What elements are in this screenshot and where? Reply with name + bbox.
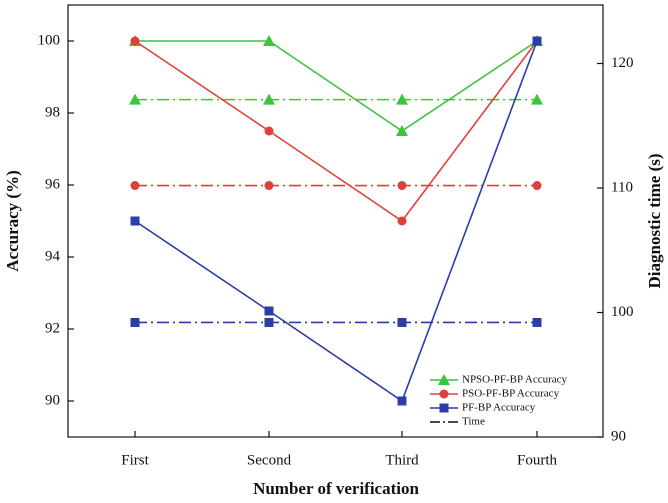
legend-label: PSO-PF-BP Accuracy bbox=[462, 388, 560, 400]
time-marker bbox=[130, 317, 140, 327]
legend-swatch-marker bbox=[439, 389, 449, 399]
y-tick-label: 96 bbox=[45, 176, 61, 192]
y2-tick-label: 100 bbox=[611, 304, 634, 320]
accuracy-marker bbox=[130, 216, 140, 226]
x-tick-label: First bbox=[121, 452, 149, 468]
x-tick-label: Fourth bbox=[517, 452, 558, 468]
time-marker bbox=[532, 181, 542, 191]
time-marker bbox=[397, 317, 407, 327]
time-marker bbox=[129, 93, 141, 105]
accuracy-line bbox=[134, 40, 538, 403]
y-axis-label: Accuracy (%) bbox=[3, 170, 22, 272]
time-marker bbox=[532, 317, 542, 327]
accuracy-marker bbox=[396, 125, 408, 136]
y-tick-label: 90 bbox=[45, 392, 60, 408]
y2-tick-label: 120 bbox=[611, 55, 634, 71]
time-marker bbox=[264, 317, 274, 327]
time-marker bbox=[264, 181, 274, 191]
legend-label: PF-BP Accuracy bbox=[462, 402, 536, 414]
x-axis-label: Number of verification bbox=[253, 479, 419, 498]
accuracy-marker bbox=[397, 396, 407, 406]
accuracy-marker bbox=[130, 36, 140, 46]
y2-tick-label: 110 bbox=[611, 179, 633, 195]
legend-label: NPSO-PF-BP Accuracy bbox=[462, 374, 568, 386]
y-tick-label: 100 bbox=[38, 32, 61, 48]
x-tick-label: Second bbox=[247, 452, 292, 468]
accuracy-marker bbox=[532, 36, 542, 46]
time-marker bbox=[531, 93, 543, 105]
time-marker bbox=[263, 93, 275, 105]
y-tick-label: 98 bbox=[45, 104, 60, 120]
legend-label: Time bbox=[462, 416, 485, 428]
accuracy-marker bbox=[264, 126, 274, 136]
accuracy-marker bbox=[264, 306, 274, 316]
plot-frame bbox=[67, 4, 604, 438]
accuracy-marker bbox=[263, 35, 275, 46]
time-marker bbox=[396, 93, 408, 105]
accuracy-line bbox=[134, 40, 538, 223]
accuracy-line bbox=[135, 40, 538, 132]
y-tick-label: 92 bbox=[45, 320, 60, 336]
legend-swatch-marker bbox=[439, 403, 449, 413]
y2-axis-label: Diagnostic time (s) bbox=[645, 153, 664, 288]
y-tick-label: 94 bbox=[45, 248, 61, 264]
x-tick-label: Third bbox=[385, 452, 419, 468]
time-marker bbox=[130, 181, 140, 191]
time-marker bbox=[397, 181, 407, 191]
accuracy-marker bbox=[397, 216, 407, 226]
legend-swatch-marker bbox=[438, 374, 450, 385]
y2-tick-label: 90 bbox=[611, 428, 626, 444]
